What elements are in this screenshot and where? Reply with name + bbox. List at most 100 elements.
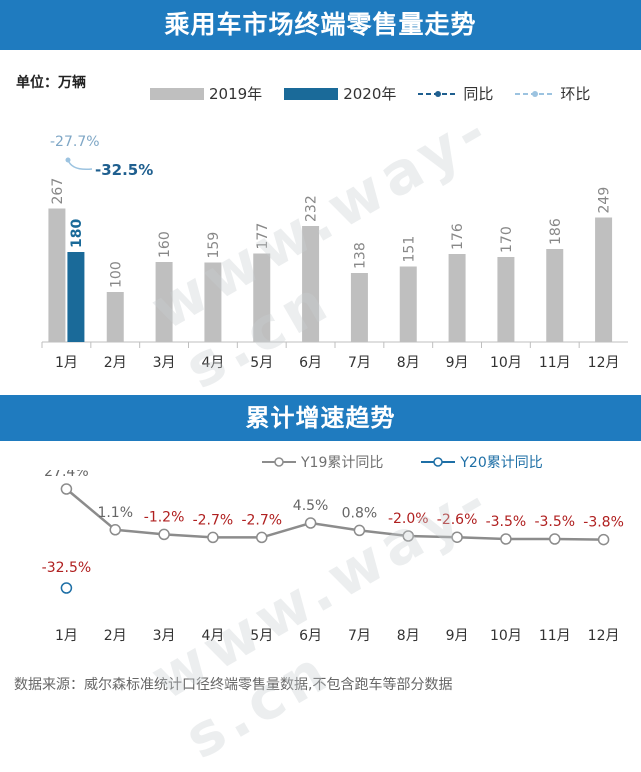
legend-y19-line-icon bbox=[262, 457, 296, 467]
legend-y20-line-icon bbox=[421, 457, 456, 467]
bar-x-tick-label: 12月 bbox=[588, 355, 620, 371]
legend-item-2020: 2020年 bbox=[284, 83, 396, 104]
bar-2019-value-label: 176 bbox=[450, 223, 466, 250]
y20-value-label: -32.5% bbox=[42, 560, 92, 576]
bar-2019-12 bbox=[595, 217, 613, 342]
bar-x-tick-label: 1月 bbox=[55, 355, 78, 371]
bar-2019-value-label: 186 bbox=[548, 218, 564, 245]
y19-point-12 bbox=[597, 533, 610, 546]
y20-point-1 bbox=[60, 582, 73, 594]
line-x-tick-label: 4月 bbox=[201, 628, 224, 644]
y19-value-label: -2.7% bbox=[241, 512, 282, 528]
line-x-tick-label: 11月 bbox=[539, 628, 571, 644]
y19-value-label: -2.0% bbox=[388, 511, 429, 527]
y19-point-5 bbox=[256, 531, 268, 544]
bar-x-tick-label: 11月 bbox=[539, 355, 571, 371]
y19-value-label: -3.8% bbox=[583, 515, 624, 531]
y19-cumulative-line bbox=[65, 488, 604, 541]
mom-connector-line bbox=[67, 159, 93, 171]
line-x-tick-label: 2月 bbox=[104, 628, 127, 644]
bar-2019-value-label: 267 bbox=[50, 178, 66, 205]
bar-2019-value-label: 100 bbox=[108, 261, 124, 288]
legend-item-2019: 2019年 bbox=[150, 83, 262, 104]
y19-point-10 bbox=[500, 533, 512, 545]
y19-point-3 bbox=[158, 528, 170, 541]
y19-value-label: 4.5% bbox=[293, 498, 329, 514]
bar-2019-11 bbox=[546, 249, 564, 342]
bar-2019-value-label: 177 bbox=[255, 223, 271, 250]
bar-x-tick-label: 3月 bbox=[153, 355, 176, 371]
legend-label-2019: 2019年 bbox=[209, 85, 263, 103]
bottom-chart-title: 累计增速趋势 bbox=[0, 395, 641, 441]
y19-value-label: -1.2% bbox=[144, 509, 185, 525]
line-x-tick-label: 12月 bbox=[588, 628, 620, 644]
bar-2019-value-label: 151 bbox=[401, 236, 417, 263]
bar-2019-value-label: 138 bbox=[352, 242, 368, 269]
legend-yoy-line-icon bbox=[418, 90, 459, 97]
bar-2019-3 bbox=[155, 262, 173, 342]
bar-2019-9 bbox=[448, 254, 466, 342]
bar-x-tick-label: 4月 bbox=[201, 355, 224, 371]
legend-label-yoy: 同比 bbox=[463, 85, 494, 103]
bar-2019-1 bbox=[48, 208, 66, 342]
line-x-tick-label: 1月 bbox=[55, 628, 78, 644]
y19-value-label: -3.5% bbox=[534, 514, 575, 530]
y19-point-6 bbox=[304, 517, 317, 529]
bar-2019-8 bbox=[399, 266, 417, 342]
bar-x-tick-label: 9月 bbox=[446, 355, 469, 371]
bar-2019-value-label: 249 bbox=[597, 187, 613, 214]
y19-value-label: -3.5% bbox=[486, 514, 527, 530]
mom-marker bbox=[65, 157, 71, 163]
legend-label-y19: Y19累计同比 bbox=[301, 455, 384, 471]
legend-label-2020: 2020年 bbox=[343, 85, 397, 103]
y19-point-2 bbox=[109, 524, 121, 536]
bar-2019-5 bbox=[253, 253, 271, 342]
line-x-tick-label: 6月 bbox=[299, 628, 322, 644]
mom-ratio-label: -27.7% bbox=[50, 134, 100, 150]
y19-value-label: -2.7% bbox=[193, 512, 234, 528]
bar-2019-6 bbox=[302, 226, 320, 342]
bar-2019-value-label: 170 bbox=[499, 226, 515, 253]
bar-2019-7 bbox=[350, 273, 368, 342]
y19-value-label: 0.8% bbox=[342, 505, 378, 521]
bar-x-tick-label: 10月 bbox=[490, 355, 522, 371]
bar-2019-2 bbox=[106, 292, 124, 342]
bar-2019-value-label: 232 bbox=[304, 195, 320, 222]
data-source-footnote: 数据来源：威尔森标准统计口径终端零售量数据,不包含跑车等部分数据 bbox=[14, 677, 453, 693]
legend-swatch-2020 bbox=[284, 87, 339, 100]
legend-label-mom: 环比 bbox=[560, 85, 591, 103]
legend-item-y20: Y20累计同比 bbox=[421, 452, 543, 472]
bar-2019-value-label: 160 bbox=[157, 231, 173, 258]
bar-2019-4 bbox=[204, 262, 222, 342]
legend-item-yoy: 同比 bbox=[418, 83, 493, 104]
y19-point-7 bbox=[353, 524, 366, 537]
y19-point-1 bbox=[60, 483, 73, 495]
y19-point-4 bbox=[207, 531, 219, 544]
bar-2020-value-label: 180 bbox=[69, 219, 85, 248]
line-x-tick-label: 9月 bbox=[446, 628, 469, 644]
yoy-ratio-label: -32.5% bbox=[95, 161, 153, 179]
y19-value-label: 27.4% bbox=[44, 470, 88, 480]
bar-x-tick-label: 6月 bbox=[299, 355, 322, 371]
legend-item-y19: Y19累计同比 bbox=[262, 452, 383, 472]
bar-2020-1 bbox=[67, 252, 85, 342]
legend-swatch-2019 bbox=[150, 87, 204, 100]
top-chart-title: 乘用车市场终端零售量走势 bbox=[0, 0, 641, 50]
y19-value-label: -2.6% bbox=[437, 512, 478, 528]
line-chart: 27.4% 1.1% -1.2% -2.7% -2.7% 4.5% 0.8% -2.0% -2.… bbox=[42, 470, 624, 644]
legend-label-y20: Y20累计同比 bbox=[460, 455, 543, 471]
y19-value-label: 1.1% bbox=[97, 505, 133, 521]
line-x-tick-label: 8月 bbox=[397, 628, 420, 644]
line-x-tick-label: 10月 bbox=[490, 628, 522, 644]
bar-x-tick-label: 5月 bbox=[250, 355, 273, 371]
bar-x-tick-label: 7月 bbox=[348, 355, 371, 371]
unit-label: 单位：万辆 bbox=[16, 75, 86, 91]
bar-2019-value-label: 159 bbox=[206, 232, 222, 259]
y19-point-11 bbox=[549, 533, 561, 545]
bar-x-tick-label: 2月 bbox=[104, 355, 127, 371]
line-x-tick-label: 7月 bbox=[348, 628, 371, 644]
y19-point-9 bbox=[451, 531, 463, 543]
legend-mom-line-icon bbox=[515, 90, 556, 97]
